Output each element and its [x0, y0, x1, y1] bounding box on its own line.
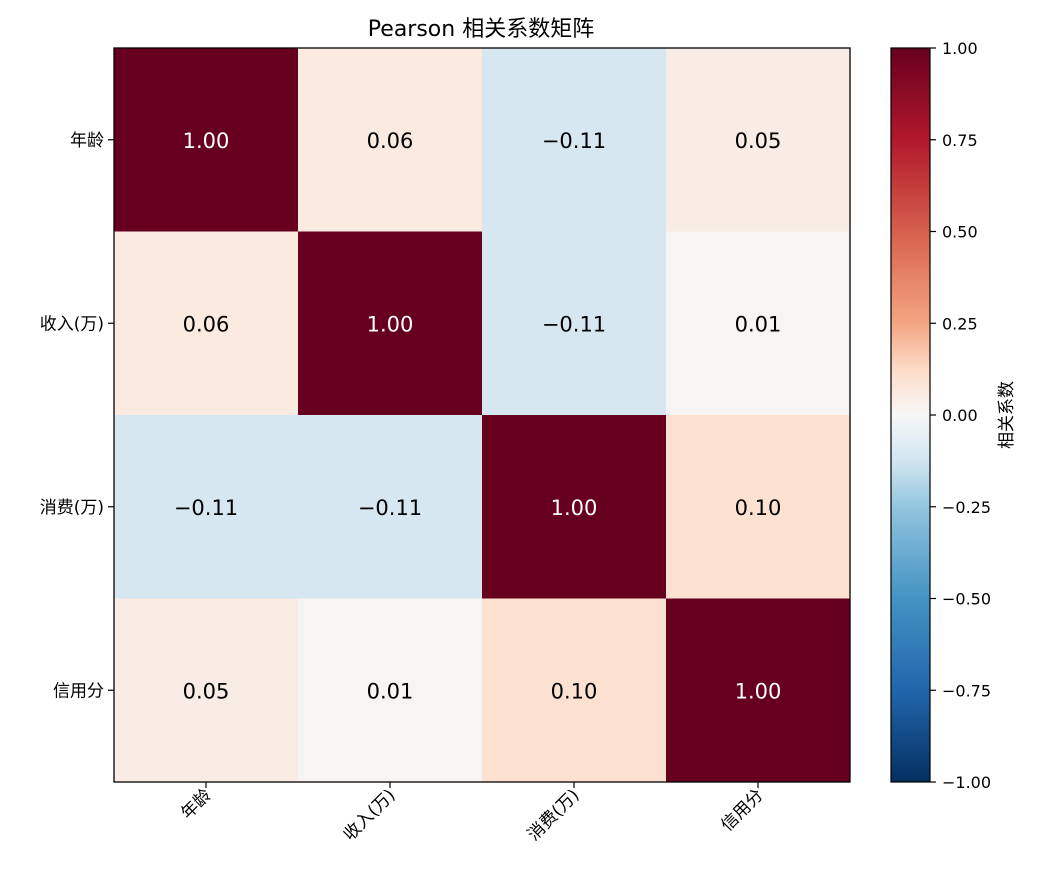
heatmap-cell	[114, 48, 299, 232]
chart-title: Pearson 相关系数矩阵	[368, 17, 594, 42]
heatmap-cells	[114, 48, 851, 783]
colorbar-tick-label: −0.50	[942, 590, 991, 609]
heatmap-cell-label: 1.00	[551, 496, 598, 520]
x-tick-label: 信用分	[717, 785, 767, 835]
heatmap-cell-label: −0.11	[358, 496, 422, 520]
heatmap-cell-label: 0.10	[735, 496, 782, 520]
colorbar-tick-label: 0.50	[942, 223, 978, 242]
heatmap-cell-label: 0.01	[735, 312, 782, 336]
heatmap-cell	[482, 231, 667, 416]
colorbar-ticks: 1.00 0.75 0.50 0.25 0.00 −0.25 −0.50 −0.75 −1.00	[930, 39, 991, 792]
heatmap-cell	[666, 415, 851, 599]
colorbar-label: 相关系数	[997, 381, 1017, 449]
x-tick-label: 收入(万)	[340, 785, 400, 845]
heatmap-cell-label: 0.06	[183, 312, 230, 336]
colorbar-tick-label: −1.00	[942, 773, 991, 792]
heatmap-cell-label: −0.11	[542, 129, 606, 153]
colorbar-tick-label: −0.25	[942, 498, 991, 517]
colorbar-tick-label: 0.25	[942, 314, 978, 333]
y-tick-label: 收入(万)	[40, 314, 104, 334]
heatmap-cell-label: 1.00	[367, 312, 414, 336]
heatmap-cell	[482, 598, 667, 783]
heatmap-cell	[666, 231, 851, 416]
heatmap-cell	[114, 415, 299, 599]
y-tick-label: 消费(万)	[40, 498, 104, 518]
colorbar-tick-label: −0.75	[942, 681, 991, 700]
heatmap-cell	[298, 598, 483, 783]
heatmap-cell-label: 0.05	[183, 679, 230, 703]
heatmap-cell-labels: 1.00 0.06 −0.11 0.05 0.06 1.00 −0.11 0.01 −0.11 −…	[174, 129, 782, 704]
y-tick-label: 年龄	[70, 131, 104, 151]
heatmap-cell	[482, 48, 667, 232]
heatmap-cell	[666, 598, 851, 783]
heatmap-cell	[298, 48, 483, 232]
heatmap-cell	[666, 48, 851, 232]
heatmap-cell-label: 1.00	[183, 129, 230, 153]
heatmap-cell-label: 1.00	[735, 679, 782, 703]
colorbar-tick-label: 1.00	[942, 39, 978, 58]
x-axis: 年龄 收入(万) 消费(万) 信用分	[177, 782, 768, 845]
heatmap-cell	[114, 231, 299, 416]
heatmap-cell	[482, 415, 667, 599]
colorbar-gradient-bar	[890, 47, 931, 783]
heatmap-cell-label: 0.05	[735, 129, 782, 153]
heatmap-cell-label: −0.11	[542, 312, 606, 336]
heatmap-cell	[114, 598, 299, 783]
y-tick-label: 信用分	[53, 681, 104, 701]
heatmap-cell-label: 0.06	[367, 129, 414, 153]
heatmap-cell-label: −0.11	[174, 496, 238, 520]
colorbar: 1.00 0.75 0.50 0.25 0.00 −0.25 −0.50 −0.75 −1.00…	[890, 39, 1017, 792]
colorbar-tick-label: 0.75	[942, 131, 978, 150]
heatmap-cell	[298, 415, 483, 599]
x-tick-label: 年龄	[177, 785, 215, 823]
heatmap-cell	[298, 231, 483, 416]
colorbar-tick-label: 0.00	[942, 406, 978, 425]
plot-frame	[113, 47, 851, 783]
heatmap-cell-label: 0.10	[551, 679, 598, 703]
x-tick-label: 消费(万)	[524, 785, 584, 845]
heatmap-cell-label: 0.01	[367, 679, 414, 703]
